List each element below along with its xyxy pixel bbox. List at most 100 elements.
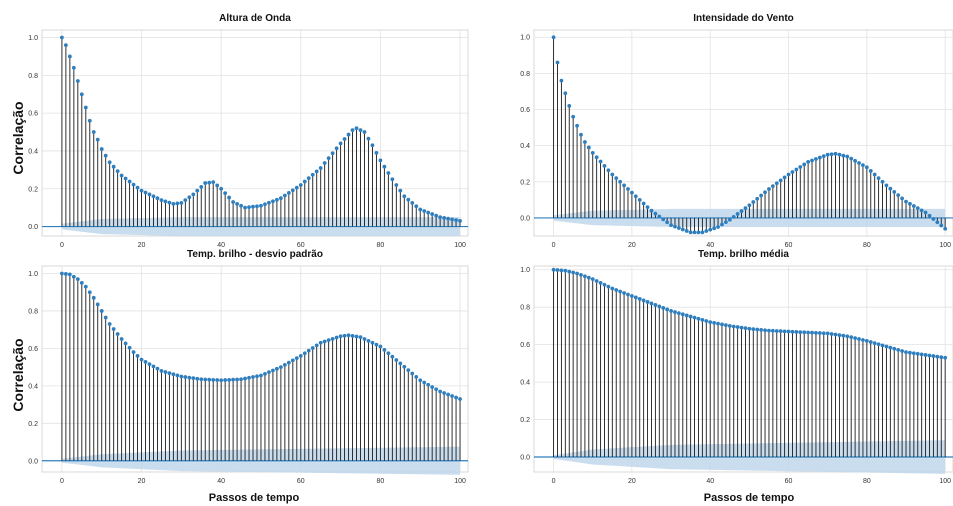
acf-point [183,375,188,379]
acf-point [853,158,858,163]
acf-point [806,330,811,335]
acf-point [657,214,662,219]
acf-point [438,389,443,394]
acf-point [235,201,239,206]
acf-point [67,54,72,59]
acf-point [598,280,603,285]
acf-point [426,382,431,387]
acf-point [159,368,164,373]
acf-point [864,165,869,170]
acf-point [143,190,148,195]
acf-point [688,230,693,235]
acf-point [586,145,591,150]
acf-point [99,147,104,151]
acf-point [119,337,124,341]
acf-point [747,326,752,331]
acf-point [861,338,865,342]
acf-point [139,188,144,193]
y-tick-label: 1.0 [520,35,530,42]
acf-point [450,217,454,222]
y-tick-label: 1.0 [28,271,38,278]
acf-point [712,321,717,325]
acf-point [751,327,756,332]
acf-point [282,362,287,367]
acf-point [354,334,359,339]
acf-point [175,201,180,206]
acf-point [759,193,764,198]
acf-point [880,179,885,184]
acf-point [139,357,144,362]
acf-point [931,217,936,221]
acf-point [362,337,367,341]
acf-point [267,370,271,375]
acf-point [227,377,232,382]
acf-point [735,212,740,216]
x-axis-label-left: Passos de tempo [208,492,300,504]
plot-area [41,29,469,237]
acf-point [290,358,295,363]
acf-point [123,176,128,181]
acf-point [575,271,579,276]
acf-point [219,378,224,383]
chart-title: Intensidade do Vento [693,13,794,24]
acf-point [692,230,697,235]
x-tick-label: 80 [377,242,385,249]
y-tick-label: 0.6 [28,346,38,353]
x-tick-label: 20 [628,242,636,249]
y-tick-label: 0.6 [520,342,530,349]
acf-point [774,329,779,333]
acf-point [259,203,263,208]
acf-point [911,351,916,356]
x-tick-label: 100 [939,242,951,249]
acf-point [235,377,239,382]
acf-point [386,351,391,356]
acf-point [374,342,379,347]
acf-point [334,146,339,151]
acf-point [837,152,842,157]
acf-point [414,374,419,379]
acf-point [195,376,200,381]
acf-point [271,199,275,204]
acf-point [255,204,259,209]
acf-point [298,183,303,187]
x-tick-label: 40 [706,478,714,485]
acf-point [350,334,355,338]
acf-point [743,326,748,331]
acf-point [314,169,319,174]
acf-point [567,103,572,108]
acf-point [99,309,104,313]
acf-point [590,277,595,282]
x-tick-label: 20 [138,242,146,249]
acf-point [71,274,76,279]
y-tick-label: 0.4 [520,143,530,150]
x-tick-label: 100 [454,478,466,485]
y-axis-label-top: Correlação [10,101,26,175]
acf-point [645,300,650,304]
acf-point [767,328,771,333]
acf-point [458,397,462,401]
acf-point [227,195,232,200]
acf-point [286,360,291,365]
acf-point [251,204,255,209]
acf-point [731,214,736,219]
acf-point [567,269,572,274]
acf-point [91,295,96,300]
acf-point [454,218,458,223]
acf-point [739,209,744,213]
acf-point [111,164,116,169]
acf-point [716,321,720,326]
x-tick-label: 40 [217,242,225,249]
acf-point [908,350,912,355]
acf-point [207,180,212,185]
acf-point [203,181,208,185]
acf-point [406,197,411,202]
acf-point [908,201,912,206]
acf-point [673,310,677,314]
acf-point [802,330,807,335]
acf-point [302,351,307,356]
acf-point [79,92,84,97]
acf-point [306,348,311,353]
acf-point [191,192,196,197]
acf-point [378,344,383,349]
acf-point [410,201,415,205]
